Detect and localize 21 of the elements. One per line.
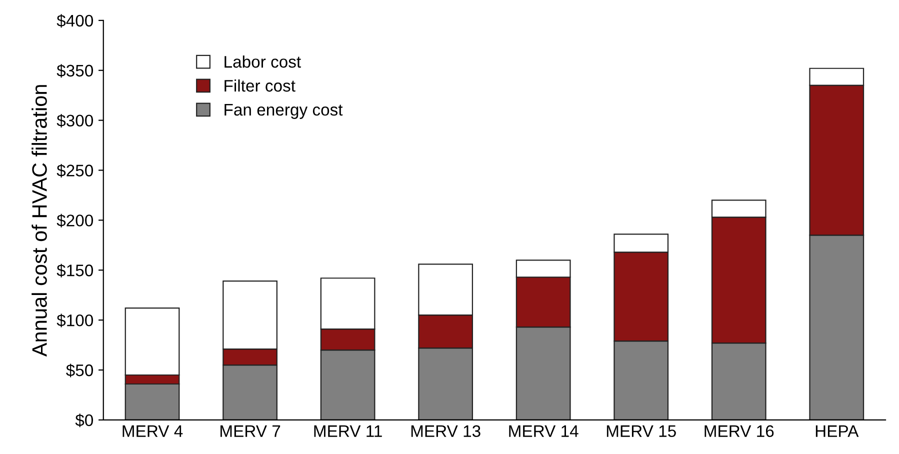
- y-axis-title: Annual cost of HVAC filtration: [32, 85, 47, 357]
- y-tick-label: $200: [56, 214, 94, 228]
- y-tick-label: $350: [56, 64, 94, 78]
- x-tick-label: MERV 7: [220, 425, 280, 437]
- x-tick-label: MERV 14: [509, 425, 578, 437]
- legend-label: Labor cost: [224, 55, 301, 68]
- y-tick-label: $50: [66, 364, 94, 378]
- y-tick-label: $150: [56, 264, 94, 278]
- y-tick-label: $300: [56, 114, 94, 128]
- y-tick-label: $400: [56, 14, 94, 28]
- legend-label: Fan energy cost: [224, 104, 343, 119]
- x-tick-label: MERV 16: [704, 425, 774, 438]
- legend-label: Filter cost: [224, 79, 296, 92]
- x-tick-label: MERV 11: [314, 425, 382, 437]
- x-tick-label: HEPA: [816, 425, 859, 437]
- y-tick-label: $0: [75, 414, 94, 428]
- x-tick-label: MERV 13: [411, 425, 480, 438]
- y-tick-label: $100: [56, 314, 94, 328]
- y-tick-label: $250: [56, 164, 94, 178]
- x-tick-label: MERV 15: [606, 425, 676, 438]
- x-tick-label: MERV 4: [122, 425, 183, 437]
